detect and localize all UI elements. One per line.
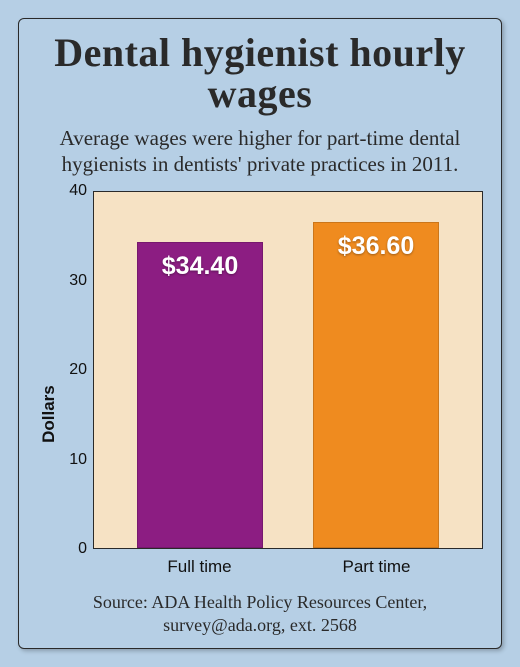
y-axis: 010203040 [59, 191, 93, 577]
page-title: Dental hygienist hourly wages [37, 33, 483, 115]
x-axis: Full time Part time [93, 549, 483, 577]
y-tick: 0 [78, 540, 87, 558]
infographic-card: Dental hygienist hourly wages Average wa… [18, 18, 502, 649]
x-label: Full time [137, 557, 263, 577]
plot-column: $34.40 $36.60 Full time Part time [93, 191, 483, 577]
source-line-2: survey@ada.org, ext. 2568 [163, 615, 357, 635]
page-subtitle: Average wages were higher for part-time … [43, 125, 477, 178]
y-tick: 40 [69, 182, 87, 200]
y-tick: 20 [69, 361, 87, 379]
source-text: Source: ADA Health Policy Resources Cent… [37, 591, 483, 636]
bar-value-label: $34.40 [137, 252, 263, 281]
x-label: Part time [314, 557, 440, 577]
plot-area: $34.40 $36.60 [93, 191, 483, 549]
bar-value-label: $36.60 [313, 232, 439, 261]
bar-full-time: $34.40 [137, 242, 263, 548]
chart-container: Dollars 010203040 $34.40$36.60 Full time… [37, 191, 483, 577]
y-tick: 30 [69, 272, 87, 290]
source-line-1: Source: ADA Health Policy Resources Cent… [93, 592, 427, 612]
bars-layer: $34.40 $36.60 [94, 192, 482, 548]
bar-part-time: $36.60 [313, 222, 439, 548]
y-tick: 10 [69, 451, 87, 469]
y-axis-label: Dollars [37, 191, 59, 577]
